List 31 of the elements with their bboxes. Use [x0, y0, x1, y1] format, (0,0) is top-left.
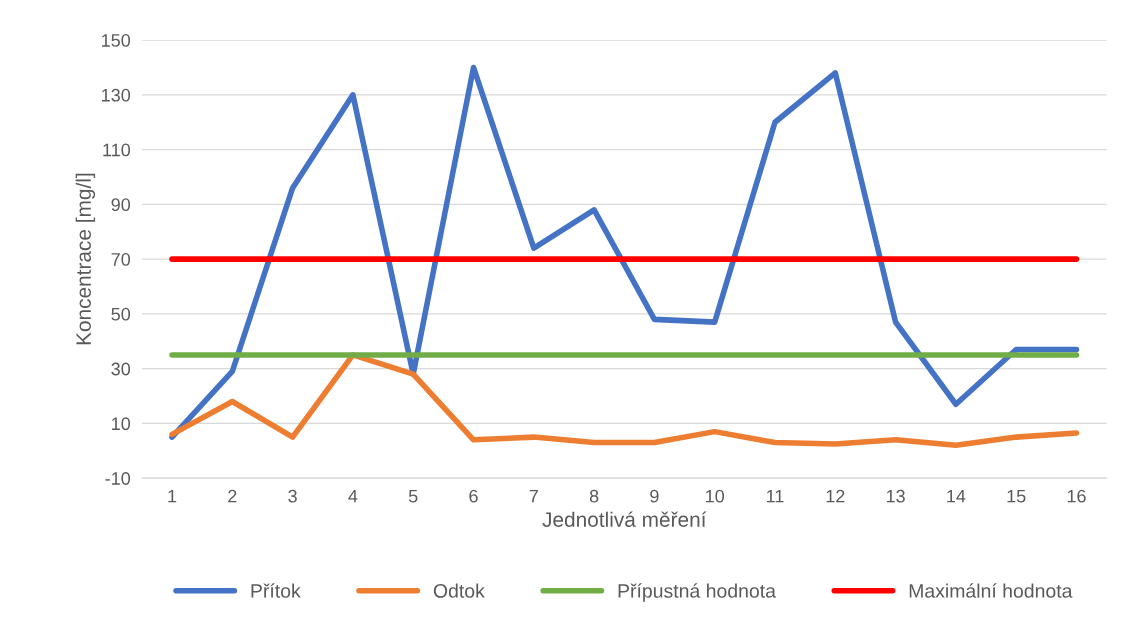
y-tick-label: 110 — [103, 143, 131, 157]
x-tick-label: 4 — [348, 489, 358, 503]
x-tick-label: 11 — [766, 489, 784, 503]
legend-label: Přítok — [251, 583, 301, 598]
x-tick-label: 13 — [886, 489, 905, 503]
x-axis-title: Jednotlivá měření — [542, 511, 707, 527]
x-tick-label: 16 — [1067, 489, 1086, 503]
x-tick-label: 10 — [706, 489, 725, 503]
legend-label: Přípustná hodnota — [618, 583, 776, 602]
legend-label: Odtok — [433, 583, 485, 598]
y-tick-label: 70 — [111, 253, 131, 266]
y-axis-title: Koncentrace [mg/l] — [75, 173, 96, 345]
x-tick-label: 1 — [168, 489, 177, 503]
y-tick-label: -10 — [105, 472, 131, 485]
x-tick-label: 2 — [228, 489, 237, 503]
legend-label: Maximální hodnota — [909, 583, 1073, 598]
x-tick-label: 15 — [1007, 489, 1026, 503]
x-tick-label: 7 — [529, 489, 538, 503]
y-tick-label: 30 — [111, 362, 131, 376]
y-tick-label: 130 — [102, 88, 131, 102]
x-tick-label: 6 — [469, 489, 478, 503]
x-tick-label: 12 — [826, 489, 845, 503]
x-tick-label: 8 — [589, 489, 599, 503]
x-tick-label: 5 — [408, 489, 418, 503]
x-tick-label: 9 — [650, 489, 659, 503]
y-tick-label: 90 — [111, 198, 131, 212]
y-tick-label: 10 — [112, 417, 131, 431]
y-tick-label: 50 — [111, 307, 131, 321]
y-tick-label: 150 — [102, 34, 131, 47]
x-tick-label: 3 — [288, 489, 297, 503]
x-tick-label: 14 — [947, 489, 966, 503]
